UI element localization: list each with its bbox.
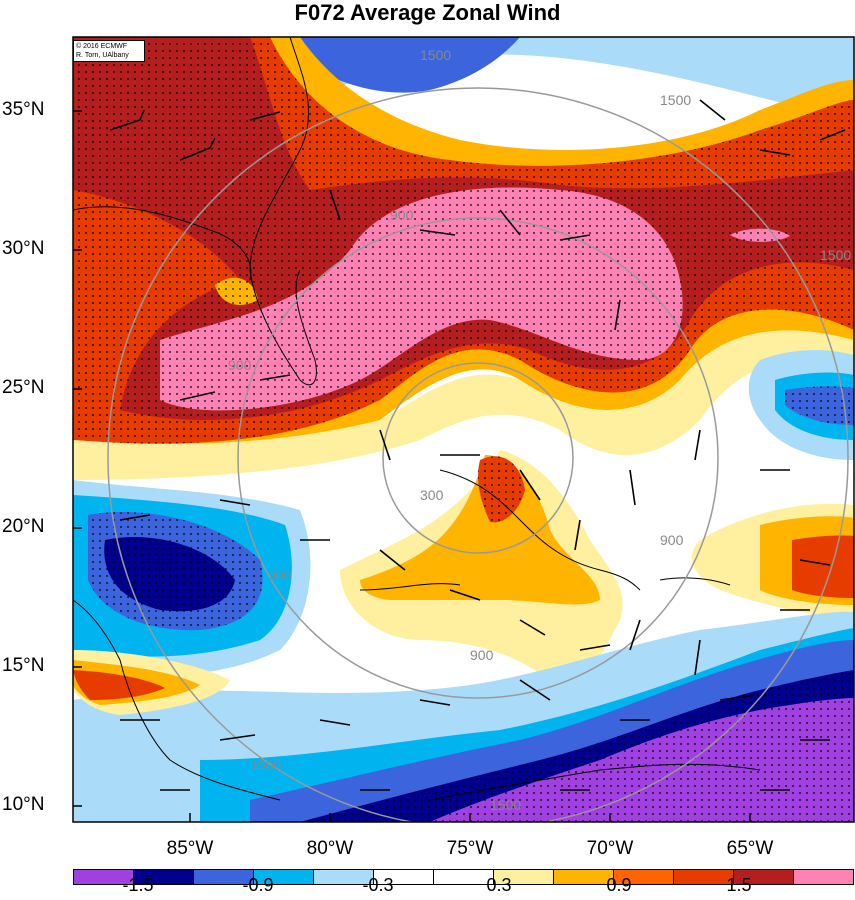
chart-title: F072 Average Zonal Wind [294, 0, 561, 25]
lat-label: 20°N [2, 516, 45, 537]
contour-label: 1500 [490, 797, 521, 813]
map-frame [72, 36, 855, 823]
shading-east-red [792, 535, 854, 598]
credit-box: © 2016 ECMWF R. Torn, UAlbany [73, 40, 145, 62]
colorbar [73, 869, 854, 885]
coastlines [73, 37, 761, 801]
contour-label: 900 [660, 532, 684, 548]
colorbar-segment [374, 870, 434, 884]
colorbar-segment [614, 870, 674, 884]
axis-ticks [73, 110, 751, 822]
lat-label: 10°N [2, 794, 45, 815]
colorbar-label: 0.9 [606, 875, 632, 895]
contour-label: 1500 [660, 92, 691, 108]
shading-north-darkblue [300, 37, 520, 93]
lon-label: 65°W [726, 838, 774, 859]
stipple-west [88, 512, 263, 631]
stipple-east [785, 386, 854, 425]
lon-label: 75°W [446, 838, 494, 859]
contour-label: 1500 [820, 247, 851, 263]
colorbar-segment [494, 870, 554, 884]
colorbar-label: -0.3 [362, 875, 394, 895]
contour-label: 900 [268, 567, 292, 583]
colorbar-label: -1.5 [122, 875, 154, 895]
credit-line: R. Torn, UAlbany [76, 52, 129, 59]
colorbar-segment [134, 870, 194, 884]
colorbar-segment [314, 870, 374, 884]
lat-label: 25°N [2, 377, 45, 398]
colorbar-segment [794, 870, 853, 884]
colorbar-segment [734, 870, 794, 884]
contour-label: 900 [228, 357, 252, 373]
wind-barbs [109, 99, 846, 791]
contour-label: 300 [420, 487, 444, 503]
contour-label: 900 [470, 647, 494, 663]
lon-label: 85°W [166, 838, 214, 859]
colorbar-segment [554, 870, 614, 884]
contour-label: 900 [390, 207, 414, 223]
contour-label: 1500 [420, 47, 451, 63]
credit-line: © 2016 ECMWF [76, 43, 128, 50]
stipple-center [478, 456, 525, 523]
lat-label: 15°N [2, 655, 45, 676]
colorbar-segment [194, 870, 254, 884]
range-rings [107, 87, 849, 822]
lon-label: 70°W [586, 838, 634, 859]
colorbar-label: -0.9 [242, 875, 274, 895]
shading-center-orange [360, 455, 600, 605]
lon-label: 80°W [306, 838, 354, 859]
map-field: 1500 1500 900 900 300 900 900 1500 1500 … [73, 37, 854, 822]
colorbar-label: 0.3 [486, 875, 512, 895]
lat-label: 35°N [2, 99, 45, 120]
shading-sw-red [73, 670, 165, 700]
contour-labels: 1500 1500 900 900 300 900 900 1500 1500 … [228, 47, 851, 813]
stipple-south [300, 670, 854, 822]
contour-label: 1500 [250, 757, 281, 773]
colorbar-segment [74, 870, 134, 884]
colorbar-segment [254, 870, 314, 884]
colorbar-segment [674, 870, 734, 884]
shading-north-paleyellow [73, 330, 854, 480]
colorbar-label: 1.5 [726, 875, 752, 895]
lat-label: 30°N [2, 238, 45, 259]
colorbar-segment [434, 870, 494, 884]
